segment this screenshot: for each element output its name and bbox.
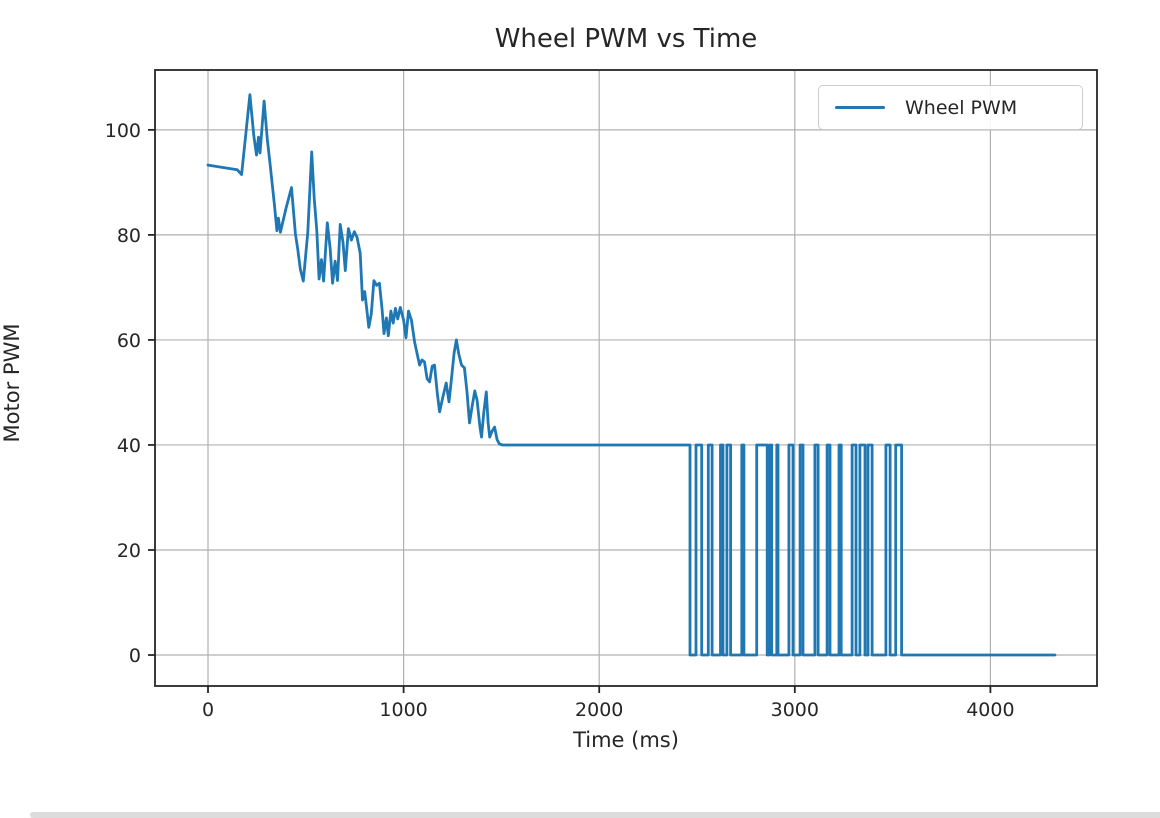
y-tick-label: 40 bbox=[117, 435, 141, 457]
legend: Wheel PWM bbox=[818, 85, 1083, 130]
pwm-line bbox=[206, 93, 1057, 657]
y-tick-label: 20 bbox=[117, 540, 141, 562]
x-tick-label: 0 bbox=[202, 699, 214, 721]
figure: 0 1000 2000 3000 4000 0 20 40 60 80 100 Wheel PWM … bbox=[0, 24, 1098, 752]
x-tick-label: 3000 bbox=[771, 699, 819, 721]
x-tick-label: 4000 bbox=[966, 699, 1014, 721]
y-tick-label: 0 bbox=[129, 645, 141, 667]
plot-border bbox=[154, 69, 1098, 687]
legend-entry-label: Wheel PWM bbox=[905, 96, 1018, 119]
chart-title: Wheel PWM vs Time bbox=[494, 24, 758, 54]
legend-line-sample bbox=[835, 105, 885, 110]
x-tick-label: 2000 bbox=[575, 699, 623, 721]
y-tick-label: 80 bbox=[117, 225, 141, 247]
x-axis-label: Time (ms) bbox=[573, 728, 679, 752]
plot-canvas: 0 1000 2000 3000 4000 0 20 40 60 80 100 bbox=[105, 69, 1098, 721]
y-tick-label: 60 bbox=[117, 330, 141, 352]
y-axis-label: Motor PWM bbox=[0, 323, 24, 443]
y-tick-label: 100 bbox=[105, 120, 141, 142]
x-tick-label: 1000 bbox=[379, 699, 427, 721]
bottom-divider bbox=[30, 812, 1160, 818]
